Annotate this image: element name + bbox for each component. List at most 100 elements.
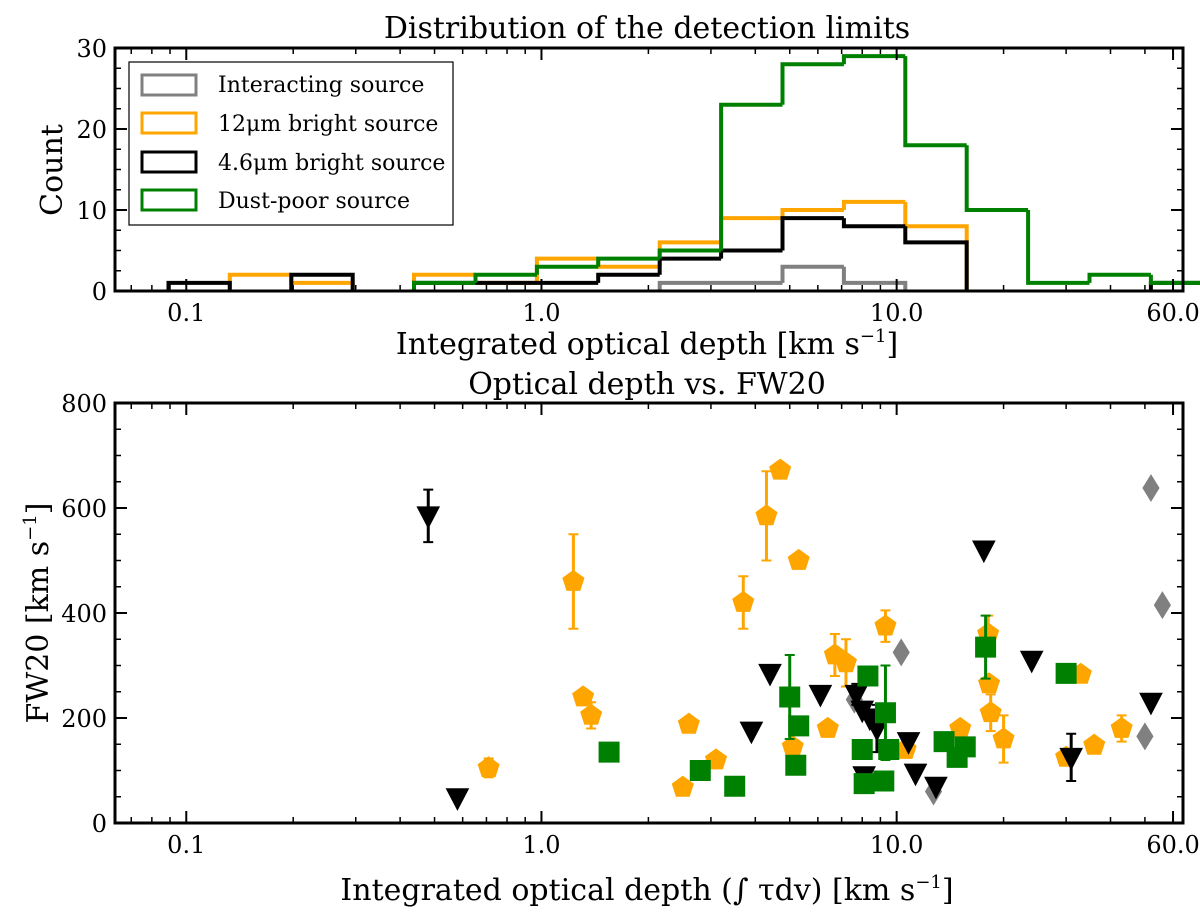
scatter-point-4-6-m-bright-source [903,763,928,787]
scatter-point-dust-poor-source [788,715,810,737]
scatter-point-12-m-bright-source [755,504,778,526]
scatter-point-dust-poor-source [785,754,807,776]
histogram-title: Distribution of the detection limits [384,11,910,46]
legend-box [128,61,454,226]
legend-swatch-12um [140,111,198,135]
histogram-x-axis-label-sup: −1 [860,326,887,347]
scatter-point-12-m-bright-source [979,701,1002,723]
scatter-point-4-6-m-bright-source [739,721,764,745]
scatter-point-dust-poor-source [724,775,746,797]
histogram-x-axis-label: Integrated optical depth [km s−1] [396,326,898,362]
scatter-title: Optical depth vs. FW20 [468,367,826,402]
scatter-point-interacting-source [1142,474,1160,503]
scatter-y-axis-label-tail: ] [21,503,56,515]
scatter-y-axis-label-main: FW20 [km s [21,541,56,724]
histogram-x-tick-label: 1.0 [522,299,560,327]
scatter-point-12-m-bright-source [787,548,810,570]
scatter-y-tick-label: 200 [61,705,107,733]
histogram-x-tick-label: 60.0 [1146,299,1199,327]
histogram-x-axis-label-main: Integrated optical depth [km s [396,327,860,362]
scatter-point-dust-poor-source [779,686,801,708]
legend-swatch-interacting [140,73,198,97]
scatter-point-interacting-source [1153,591,1171,620]
scatter-point-12-m-bright-source [992,727,1015,749]
scatter-series-dust-poor-source [598,614,1077,797]
histogram-x-axis-label-tail: ] [886,327,898,362]
scatter-point-4-6-m-bright-source [896,732,921,755]
scatter-point-dust-poor-source [857,665,879,687]
scatter-point-4-6-m-bright-source [445,788,470,811]
scatter-x-tick-label: 0.1 [167,831,205,859]
scatter-point-dust-poor-source [878,739,900,760]
scatter-point-4-6-m-bright-source [972,540,996,564]
scatter-point-dust-poor-source [853,773,875,795]
scatter-point-4-6-m-bright-source [416,506,441,529]
histogram-x-tick-label: 0.1 [167,299,205,327]
scatter-point-12-m-bright-source [1083,733,1106,755]
scatter-y-axis-label: FW20 [km s−1] [20,503,56,724]
scatter-y-tick-label: 0 [92,810,107,838]
scatter-y-tick-label: 600 [61,495,107,523]
scatter-ticks: 0.1 1.0 10.0 60.0 0 200 400 600 800 [61,390,1200,859]
scatter-point-dust-poor-source [975,636,997,658]
scatter-point-dust-poor-source [874,702,896,724]
scatter-point-interacting-source [892,638,910,667]
histogram-series-interacting-source [657,264,908,291]
scatter-y-axis-label-sup: −1 [20,514,41,541]
scatter-point-12-m-bright-source [769,458,792,480]
scatter-point-4-6-m-bright-source [1019,650,1044,674]
scatter-point-4-6-m-bright-source [924,776,948,800]
histogram-series-dust-poor-source [412,54,1200,291]
scatter-x-tick-label: 60.0 [1146,831,1199,859]
scatter-point-4-6-m-bright-source [808,684,833,708]
histogram-y-tick-label: 20 [76,116,107,144]
scatter-point-dust-poor-source [954,736,976,758]
histogram-y-tick-label: 0 [92,278,107,306]
scatter-x-tick-label: 10.0 [870,831,923,859]
scatter-point-dust-poor-source [1055,662,1077,684]
scatter-point-4-6-m-bright-source [758,663,782,687]
scatter-point-12-m-bright-source [978,672,1001,694]
scatter-x-axis-label-sup: −1 [915,872,942,893]
scatter-y-tick-label: 800 [61,390,107,418]
scatter-point-12-m-bright-source [816,716,839,738]
scatter-point-12-m-bright-source [477,756,500,778]
histogram-series-4-6-m-bright-source [166,216,1200,291]
histogram-panel: Distribution of the detection limits 0.1… [35,11,1200,362]
legend-label-4-6um: 4.6μm bright source [218,151,445,176]
legend-label-12um: 12μm bright source [218,112,438,137]
histogram-y-tick-label: 30 [76,35,107,63]
histogram-legend: Interacting source 12μm bright source 4.… [128,61,454,226]
scatter-series-12-m-bright-source [477,458,1133,797]
scatter-point-12-m-bright-source [562,569,585,591]
scatter-point-dust-poor-source [851,739,873,760]
histogram-y-axis-label: Count [35,124,70,216]
scatter-series-4-6-m-bright-source [416,488,1163,811]
scatter-y-tick-label: 400 [61,600,107,628]
scatter-x-tick-label: 1.0 [522,831,560,859]
scatter-series-group [416,458,1171,811]
scatter-point-4-6-m-bright-source [1139,692,1163,716]
scatter-point-4-6-m-bright-source [1059,747,1084,771]
scatter-point-interacting-source [1136,722,1154,751]
histogram-y-tick-label: 10 [76,197,107,225]
scatter-point-dust-poor-source [598,741,620,763]
legend-label-interacting: Interacting source [218,73,424,98]
scatter-point-12-m-bright-source [1110,716,1133,738]
scatter-point-4-6-m-bright-source [844,684,869,708]
scatter-point-12-m-bright-source [874,614,897,636]
scatter-frame [113,401,1185,825]
scatter-point-12-m-bright-source [677,712,700,734]
histogram-x-tick-label: 10.0 [870,299,923,327]
scatter-point-12-m-bright-source [580,703,603,725]
legend-swatch-dust-poor [140,188,198,212]
scatter-point-12-m-bright-source [732,590,755,612]
legend-swatch-4-6um [140,150,198,174]
legend-label-dust-poor: Dust-poor source [218,189,410,214]
scatter-point-12-m-bright-source [572,685,595,707]
scatter-point-12-m-bright-source [834,651,857,673]
scatter-point-dust-poor-source [873,770,895,792]
scatter-x-axis-label-tail: ] [942,873,954,908]
scatter-panel: Optical depth vs. FW20 0.1 1.0 10.0 60.0 0 20… [20,367,1200,908]
